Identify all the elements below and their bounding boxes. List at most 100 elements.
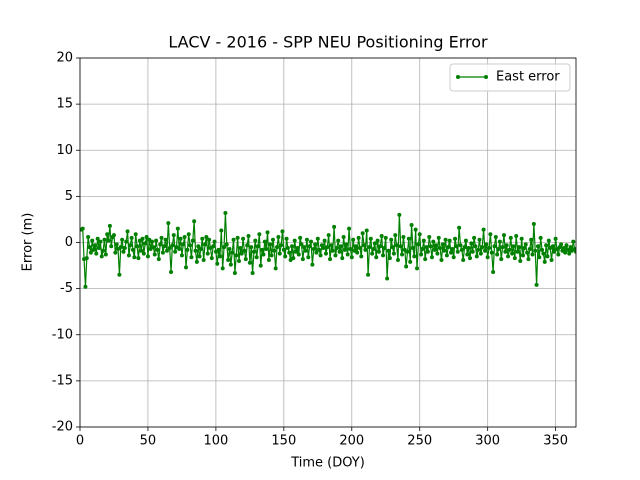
marker (434, 243, 439, 248)
marker (307, 244, 312, 249)
marker (231, 237, 236, 242)
marker (95, 236, 100, 241)
marker (258, 263, 263, 268)
marker (306, 255, 311, 260)
marker (311, 246, 316, 251)
marker (315, 236, 320, 241)
marker (333, 253, 338, 258)
marker (151, 245, 156, 250)
marker (367, 245, 372, 250)
marker (323, 251, 328, 256)
marker (128, 243, 133, 248)
marker (391, 251, 396, 256)
marker (436, 235, 441, 240)
marker (477, 237, 482, 242)
marker (540, 247, 545, 252)
marker (409, 222, 414, 227)
marker (492, 244, 497, 249)
marker (544, 243, 549, 248)
marker (362, 243, 367, 248)
marker (419, 252, 424, 257)
marker (386, 248, 391, 253)
marker (216, 247, 221, 252)
marker (511, 244, 516, 249)
marker (285, 246, 290, 251)
marker (531, 222, 536, 227)
marker (309, 239, 314, 244)
marker (279, 243, 284, 248)
marker (295, 246, 300, 251)
marker (516, 245, 521, 250)
marker (448, 250, 453, 255)
y-axis-label: Error (m) (21, 213, 36, 272)
marker (205, 251, 210, 256)
marker (468, 256, 473, 261)
marker (113, 250, 118, 255)
marker (451, 255, 456, 260)
marker (130, 247, 135, 252)
marker (162, 244, 167, 249)
marker (273, 266, 278, 271)
marker (458, 243, 463, 248)
marker (84, 256, 89, 261)
marker (480, 245, 485, 250)
marker (507, 247, 512, 252)
marker (370, 251, 375, 256)
marker (124, 239, 129, 244)
marker (440, 242, 445, 247)
marker (88, 250, 93, 255)
marker (243, 257, 248, 262)
marker (541, 251, 546, 256)
marker (126, 253, 131, 258)
x-tick-label: 100 (203, 434, 228, 449)
marker (491, 270, 496, 275)
marker (97, 246, 102, 251)
marker (246, 234, 251, 239)
y-tick-label: 5 (65, 189, 73, 204)
marker (304, 237, 309, 242)
marker (454, 244, 459, 249)
marker (446, 245, 451, 250)
marker (457, 225, 462, 230)
marker (171, 233, 176, 238)
marker (347, 226, 352, 231)
marker (526, 257, 531, 262)
marker (226, 258, 231, 263)
marker (224, 242, 229, 247)
marker (394, 243, 399, 248)
marker (284, 236, 289, 241)
marker (545, 254, 550, 259)
marker (87, 245, 92, 250)
marker (353, 244, 358, 249)
marker (283, 254, 288, 259)
marker (101, 248, 106, 253)
marker (519, 236, 524, 241)
marker (219, 228, 224, 233)
marker (552, 249, 557, 254)
marker (166, 221, 171, 226)
marker (459, 247, 464, 252)
marker (432, 247, 437, 252)
marker (488, 232, 493, 237)
marker (169, 270, 174, 275)
marker (272, 248, 277, 253)
marker (280, 229, 285, 234)
marker (212, 239, 217, 244)
marker (298, 235, 303, 240)
marker (144, 234, 149, 239)
marker (550, 244, 555, 249)
marker (442, 248, 447, 253)
marker (383, 235, 388, 240)
marker (175, 226, 180, 231)
marker (349, 255, 354, 260)
marker (462, 245, 467, 250)
marker (133, 232, 138, 237)
y-tick-label: 0 (65, 235, 73, 250)
marker (556, 252, 561, 257)
marker (190, 238, 195, 243)
marker (421, 238, 426, 243)
marker (499, 257, 504, 262)
marker (371, 246, 376, 251)
marker (508, 235, 513, 240)
